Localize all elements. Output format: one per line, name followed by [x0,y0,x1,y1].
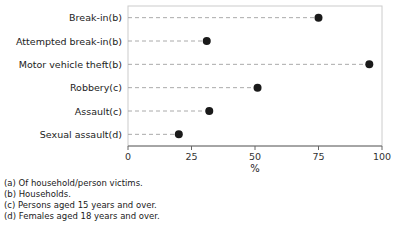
stem [128,134,179,135]
category-label: Motor vehicle theft(b) [19,59,122,70]
category-label: Break-in(b) [69,12,122,23]
footnote: (c) Persons aged 15 years and over. [4,200,157,210]
chart: 0 25 50 75 100% Break-in(b) Attempted break-in… [0,0,397,227]
dot [203,37,211,45]
category-label: Assault(c) [75,106,122,117]
x-tick-label: 0 [125,151,131,162]
x-tick [255,146,256,150]
category-label: Attempted break-in(b) [16,36,122,47]
category-label: Sexual assault(d) [40,129,122,140]
x-axis-label: % [250,163,260,174]
plot-frame [128,6,382,146]
dot [315,14,323,22]
stem [128,41,207,42]
dot [175,130,183,138]
x-tick [191,146,192,150]
stem [128,87,258,88]
footnote: (b) Households. [4,189,71,199]
x-tick-label: 75 [312,151,324,162]
dot [365,60,373,68]
x-tick-label: 100 [373,151,391,162]
footnote: (d) Females aged 18 years and over. [4,211,160,221]
stem [128,17,319,18]
footnote: (a) Of household/person victims. [4,178,143,188]
x-tick-label: 50 [249,151,261,162]
dot [205,107,213,115]
stem [128,111,209,112]
marks [128,14,373,139]
x-tick [128,146,129,150]
stem [128,64,369,65]
dot [254,84,262,92]
x-tick [382,146,383,150]
x-tick-label: 25 [185,151,197,162]
x-tick [318,146,319,150]
category-label: Robbery(c) [70,82,122,93]
